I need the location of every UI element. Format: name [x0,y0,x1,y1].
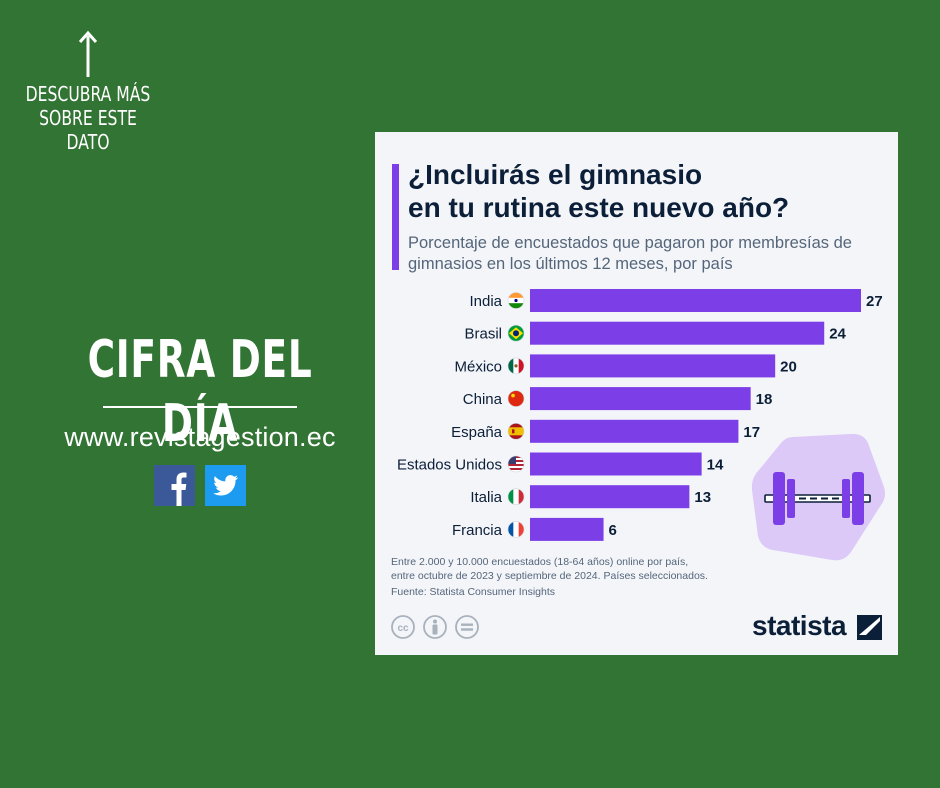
category-label: Francia [452,522,503,539]
category-label: China [463,391,503,408]
category-label: México [454,358,502,375]
value-label: 17 [743,424,760,441]
italy-flag-icon [507,488,525,505]
cc-icon: cc [391,615,415,639]
statista-brand[interactable]: statista [752,610,847,641]
category-label: Estados Unidos [397,457,502,474]
china-flag-icon [507,390,525,407]
value-label: 6 [609,522,617,539]
chart-title-line: ¿Incluirás el gimnasio [408,159,703,190]
bar-brasil [530,321,825,345]
license-icons: cc [391,615,479,639]
heading-divider [103,406,297,408]
mexico-flag-icon [507,357,525,375]
bar-india [530,289,861,312]
attribution-icon [423,615,447,639]
value-label: 13 [694,489,711,506]
chart-title: ¿Incluirás el gimnasio en tu rutina este… [408,158,878,224]
page-heading: CIFRA DEL DÍA [87,330,313,454]
bar-italia [530,485,690,509]
chart-note-line: Entre 2.000 y 10.000 encuestados (18-64 … [391,556,689,568]
value-label: 18 [756,391,773,408]
infographic-card: ¿Incluirás el gimnasio en tu rutina este… [375,132,898,655]
bar-estados-unidos [530,452,702,476]
bar-francia [530,517,604,541]
value-label: 20 [780,358,797,375]
value-label: 24 [829,326,846,343]
no-derivatives-icon [455,615,479,639]
brazil-flag-icon [507,324,525,342]
value-label: 14 [707,457,724,474]
bar-méxico [530,354,776,378]
usa-flag-icon [507,455,525,473]
chart-source: Fuente: Statista Consumer Insights [391,586,555,598]
dumbbell-icon [751,433,885,561]
discover-line: SOBRE ESTE [39,106,137,130]
discover-line: DATO [66,130,110,154]
up-arrow-icon [78,30,98,77]
facebook-icon[interactable] [154,465,195,506]
chart-subtitle: Porcentaje de encuestados que pagaron po… [408,234,852,273]
france-flag-icon [507,521,525,538]
category-label: India [469,293,502,310]
india-flag-icon [507,292,525,309]
category-label: España [451,424,503,441]
chart-title-line: en tu rutina este nuevo año? [408,192,790,223]
bar-china [530,387,751,411]
chart-note-line: entre octubre de 2023 y septiembre de 20… [391,570,708,582]
chart-note: Entre 2.000 y 10.000 encuestados (18-64 … [391,555,751,583]
discover-more-link[interactable]: DESCUBRA MÁS SOBRE ESTE DATO [26,82,151,154]
category-label: Italia [470,489,502,506]
value-label: 27 [866,293,883,310]
category-label: Brasil [464,326,502,343]
twitter-icon[interactable] [205,465,246,506]
spain-flag-icon [507,423,525,440]
bar-españa [530,419,739,443]
bar-chart: India 27 Brasil 24 México 20 China 18 España 17 Es… [397,289,883,541]
statista-logo-icon [857,615,882,640]
title-accent-bar [392,164,399,270]
discover-line: DESCUBRA MÁS [25,82,151,106]
svg-text:cc: cc [397,623,409,634]
website-link[interactable]: www.revistagestion.ec [64,422,336,452]
